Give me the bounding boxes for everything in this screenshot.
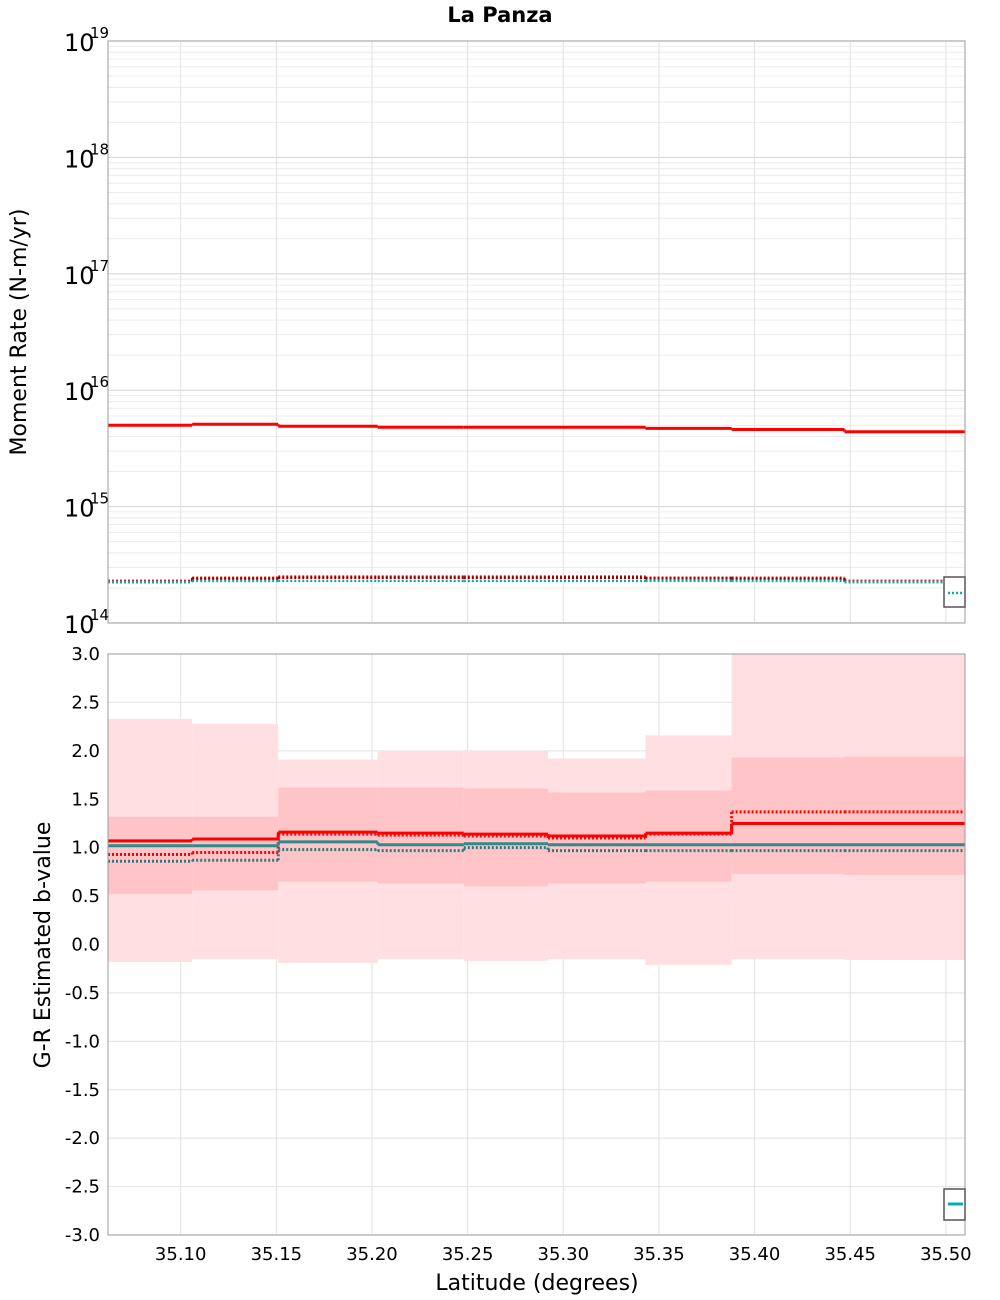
y-tick-label: 0.5 xyxy=(71,886,100,907)
x-axis-label: Latitude (degrees) xyxy=(435,1271,638,1296)
x-tick-label: 35.15 xyxy=(251,1244,303,1265)
plot-frame-bottom xyxy=(107,653,966,1236)
y-tick-label-exponent: 17 xyxy=(90,257,109,275)
legend-top xyxy=(943,576,966,608)
y-tick-label-exponent: 16 xyxy=(90,373,109,391)
b-value-panel: -3.0 -2.5 -2.0 -1.5 -1.0 -0.5 0.0 0.5 1.0 1.5 2.0 2… xyxy=(65,644,972,1265)
y-tick-label: -1.0 xyxy=(65,1031,100,1052)
y-tick-label-base: 10 xyxy=(64,495,95,523)
chart-title: La Panza xyxy=(447,3,552,27)
confidence-band-1-bin xyxy=(377,787,464,884)
x-tick-label: 35.45 xyxy=(824,1244,876,1265)
y-tick-label: -0.5 xyxy=(65,983,100,1004)
x-tick-label: 35.30 xyxy=(538,1244,590,1265)
y-tick-label: -2.0 xyxy=(65,1128,100,1149)
y-tick-label-exponent: 18 xyxy=(90,140,109,158)
y-tick-label-base: 10 xyxy=(64,29,95,57)
plot-frame-top xyxy=(107,40,966,624)
y-tick-label: -1.5 xyxy=(65,1080,100,1101)
x-tick-label: 35.25 xyxy=(442,1244,494,1265)
y-tick-label-base: 10 xyxy=(64,378,95,406)
y-tick-label: 1.5 xyxy=(71,789,100,810)
x-tick-label: 35.10 xyxy=(155,1244,207,1265)
confidence-band-1-bin xyxy=(645,790,732,882)
x-tick-label: 35.35 xyxy=(633,1244,685,1265)
x-tick-label: 35.50 xyxy=(920,1244,972,1265)
x-tick-label: 35.20 xyxy=(346,1244,398,1265)
y-tick-label: 2.0 xyxy=(71,741,100,762)
confidence-band-1-bin xyxy=(731,757,845,874)
x-tick-label: 35.40 xyxy=(729,1244,781,1265)
y-tick-label-exponent: 14 xyxy=(90,606,109,624)
y-axis-label-moment-rate: Moment Rate (N-m/yr) xyxy=(7,209,32,456)
y-tick-label: 3.0 xyxy=(71,644,100,665)
y-tick-label: -2.5 xyxy=(65,1177,100,1198)
legend-bottom xyxy=(943,1188,966,1221)
y-axis-label-b-value: G-R Estimated b-value xyxy=(31,822,56,1069)
legend-box-top xyxy=(943,576,966,608)
y-tick-label: -3.0 xyxy=(65,1225,100,1246)
y-tick-label-exponent: 19 xyxy=(90,24,109,42)
y-tick-label: 0.0 xyxy=(71,935,100,956)
y-tick-label-base: 10 xyxy=(64,611,95,639)
y-tick-label: 1.0 xyxy=(71,838,100,859)
y-tick-label-exponent: 15 xyxy=(90,490,109,508)
confidence-band-1-bin xyxy=(108,816,193,895)
confidence-band-1-bin xyxy=(463,788,548,887)
y-tick-label-base: 10 xyxy=(64,262,95,290)
y-tick-label: 2.5 xyxy=(71,692,100,713)
confidence-band-1-bin xyxy=(844,756,965,875)
confidence-band-1-bin xyxy=(192,816,279,891)
y-tick-label-base: 10 xyxy=(64,145,95,173)
